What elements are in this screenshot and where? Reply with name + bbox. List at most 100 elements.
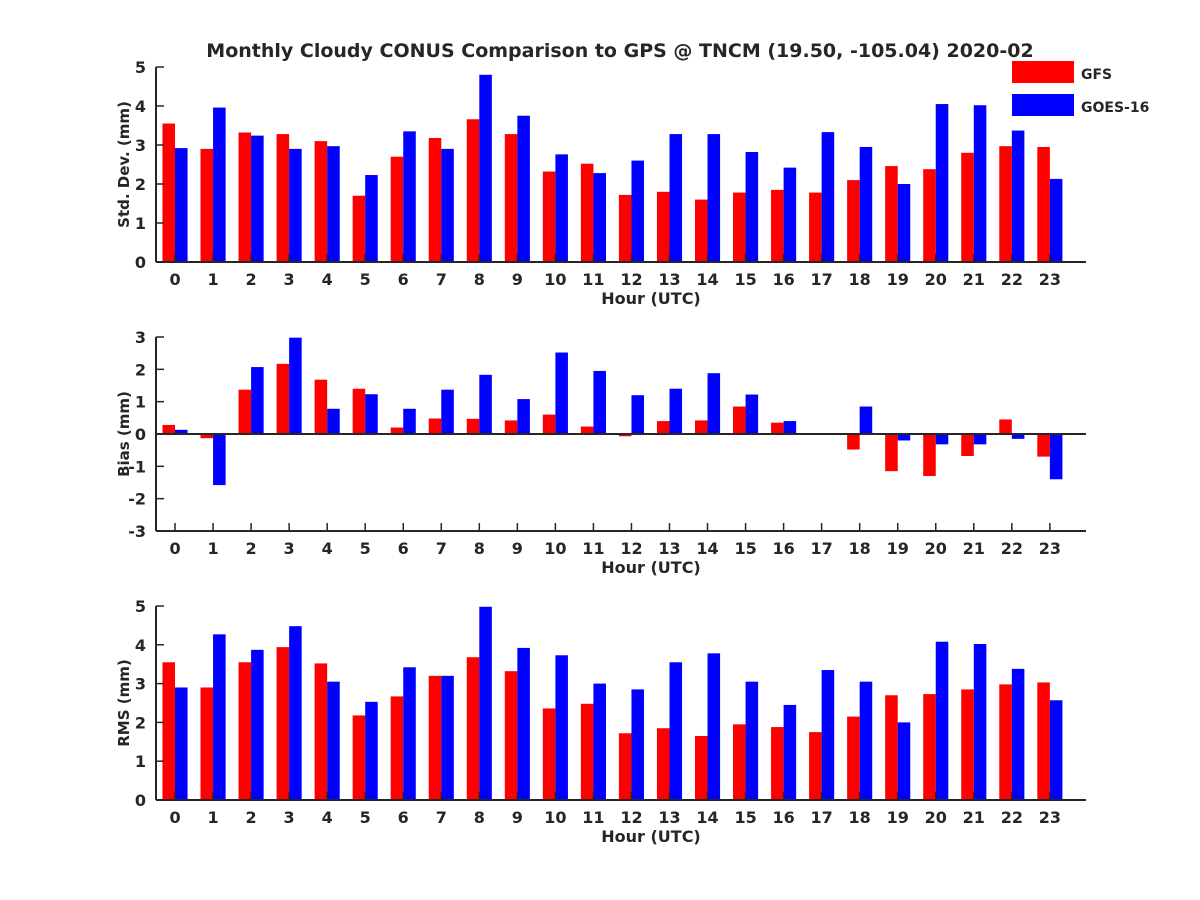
bar-gfs-hour-7 — [428, 137, 442, 262]
bar-goes-16-hour-13 — [669, 388, 683, 434]
x-tick-label: 10 — [544, 808, 566, 827]
x-tick-label: 9 — [512, 539, 523, 558]
y-tick-label: 3 — [135, 675, 146, 694]
x-tick-label: 5 — [360, 270, 371, 289]
bar-goes-16-hour-0 — [175, 429, 188, 434]
y-tick-label: 0 — [135, 425, 146, 444]
bar-goes-16-hour-12 — [631, 689, 645, 800]
bar-goes-16-hour-5 — [365, 394, 378, 434]
bar-goes-16-hour-14 — [707, 653, 721, 800]
x-tick-label: 10 — [544, 539, 566, 558]
bar-gfs-hour-7 — [428, 675, 442, 800]
y-axis-label: Bias (mm) — [115, 391, 133, 477]
bar-gfs-hour-2 — [238, 132, 252, 262]
bar-goes-16-hour-21 — [973, 434, 987, 445]
bar-goes-16-hour-7 — [441, 148, 454, 262]
bar-goes-16-hour-16 — [783, 704, 797, 800]
bar-gfs-hour-0 — [162, 424, 176, 434]
x-tick-label: 15 — [734, 808, 756, 827]
bar-goes-16-hour-6 — [403, 131, 416, 262]
bar-goes-16-hour-13 — [669, 134, 683, 262]
bar-goes-16-hour-12 — [631, 395, 645, 434]
x-tick-label: 8 — [474, 270, 485, 289]
bar-gfs-hour-9 — [504, 671, 518, 800]
x-tick-label: 9 — [512, 270, 523, 289]
bar-gfs-hour-10 — [542, 708, 556, 800]
bar-goes-16-hour-1 — [213, 107, 226, 262]
bar-gfs-hour-8 — [466, 418, 480, 434]
bar-gfs-hour-3 — [276, 363, 290, 434]
bar-gfs-hour-5 — [352, 388, 366, 434]
bar-gfs-hour-6 — [390, 156, 404, 262]
bar-goes-16-hour-10 — [555, 655, 568, 800]
x-tick-label: 23 — [1039, 808, 1061, 827]
bar-gfs-hour-23 — [1037, 434, 1050, 457]
bar-gfs-hour-0 — [162, 123, 176, 262]
bar-gfs-hour-1 — [200, 148, 214, 262]
bar-goes-16-hour-4 — [327, 146, 340, 262]
x-tick-label: 3 — [284, 539, 295, 558]
x-tick-label: 19 — [887, 270, 909, 289]
bar-gfs-hour-12 — [618, 434, 632, 437]
bar-goes-16-hour-12 — [631, 160, 645, 262]
x-tick-label: 17 — [811, 808, 833, 827]
x-tick-label: 2 — [246, 270, 257, 289]
bar-goes-16-hour-0 — [175, 687, 188, 800]
bar-goes-16-hour-22 — [1011, 668, 1025, 800]
x-tick-label: 11 — [582, 539, 604, 558]
bar-gfs-hour-19 — [885, 695, 898, 800]
bar-goes-16-hour-3 — [289, 337, 302, 434]
bar-goes-16-hour-9 — [517, 647, 530, 800]
bar-gfs-hour-21 — [961, 434, 974, 456]
bar-gfs-hour-20 — [923, 434, 936, 477]
bar-goes-16-hour-7 — [441, 389, 454, 434]
bar-gfs-hour-22 — [999, 419, 1012, 434]
x-axis-label: Hour (UTC) — [601, 827, 701, 846]
bar-gfs-hour-16 — [771, 422, 784, 434]
bar-goes-16-hour-6 — [403, 667, 416, 800]
x-tick-label: 19 — [887, 539, 909, 558]
y-tick-label: 4 — [135, 636, 146, 655]
y-tick-label: 0 — [135, 253, 146, 272]
x-tick-label: 3 — [284, 808, 295, 827]
legend-swatch-goes-16 — [1012, 94, 1074, 116]
bar-goes-16-hour-6 — [403, 408, 416, 434]
bar-goes-16-hour-2 — [251, 367, 264, 434]
x-tick-label: 4 — [322, 539, 333, 558]
bar-goes-16-hour-8 — [479, 74, 492, 262]
x-tick-label: 13 — [658, 539, 680, 558]
x-tick-label: 14 — [696, 270, 718, 289]
y-tick-label: 2 — [135, 360, 146, 379]
x-tick-label: 12 — [620, 808, 642, 827]
x-tick-label: 1 — [207, 539, 218, 558]
bar-gfs-hour-17 — [809, 732, 822, 800]
bar-gfs-hour-19 — [885, 166, 898, 262]
x-tick-label: 5 — [360, 808, 371, 827]
legend-label-goes-16: GOES-16 — [1081, 100, 1149, 116]
bar-goes-16-hour-19 — [897, 184, 911, 262]
bar-gfs-hour-6 — [390, 696, 404, 800]
bar-gfs-hour-14 — [694, 420, 708, 434]
bar-goes-16-hour-10 — [555, 352, 568, 434]
bar-gfs-hour-1 — [200, 687, 214, 800]
bar-gfs-hour-18 — [847, 716, 860, 800]
x-tick-label: 18 — [849, 270, 871, 289]
bar-gfs-hour-21 — [961, 152, 974, 262]
bar-goes-16-hour-7 — [441, 675, 454, 800]
bar-goes-16-hour-16 — [783, 167, 797, 262]
x-tick-label: 8 — [474, 539, 485, 558]
x-tick-label: 13 — [658, 808, 680, 827]
bar-goes-16-hour-8 — [479, 374, 492, 434]
bar-gfs-hour-10 — [542, 414, 556, 434]
bar-gfs-hour-4 — [314, 141, 328, 262]
legend-label-gfs: GFS — [1081, 67, 1112, 83]
bar-gfs-hour-9 — [504, 420, 518, 434]
x-tick-label: 22 — [1001, 270, 1023, 289]
x-tick-label: 17 — [811, 270, 833, 289]
x-tick-label: 13 — [658, 270, 680, 289]
bar-goes-16-hour-23 — [1049, 178, 1063, 262]
legend-swatch-gfs — [1012, 61, 1074, 83]
bar-gfs-hour-20 — [923, 169, 936, 262]
bar-goes-16-hour-21 — [973, 644, 987, 800]
bar-gfs-hour-21 — [961, 689, 974, 800]
